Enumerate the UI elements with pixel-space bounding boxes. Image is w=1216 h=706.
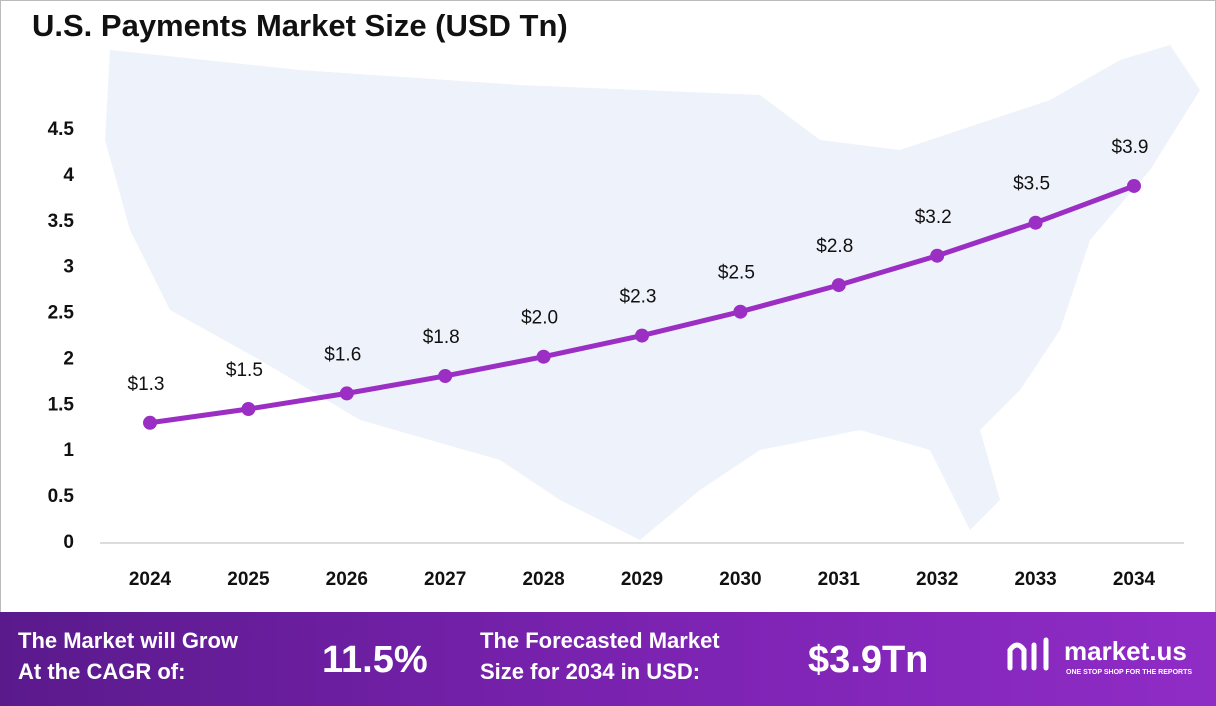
- brand-logo: [1007, 637, 1049, 671]
- y-tick-label: 4.5: [48, 119, 75, 140]
- point: [831, 278, 846, 293]
- x-tick-label: 2034: [1113, 569, 1156, 590]
- value-label: $1.5: [226, 360, 263, 381]
- cagr-value: 11.5%: [322, 639, 428, 681]
- value-label: $3.2: [915, 207, 952, 228]
- x-tick-label: 2029: [621, 569, 663, 590]
- value-label: $1.3: [128, 374, 165, 395]
- y-tick-label: 2.5: [48, 303, 75, 324]
- point: [143, 415, 157, 430]
- forecast-text: Size for 2034 in USD:: [480, 659, 700, 684]
- brand-name: market.us: [1064, 636, 1187, 666]
- point: [339, 386, 354, 401]
- x-tick-label: 2032: [916, 569, 958, 590]
- point: [930, 248, 945, 263]
- point: [1028, 215, 1043, 230]
- y-tick-label: 1: [63, 440, 74, 461]
- x-tick-label: 2027: [424, 569, 466, 590]
- x-tick-label: 2030: [719, 569, 761, 590]
- value-label: $2.3: [620, 287, 657, 308]
- y-tick-label: 2: [63, 348, 74, 369]
- x-tick-label: 2025: [227, 569, 270, 590]
- y-tick-label: 0: [63, 532, 74, 553]
- value-label: $2.8: [816, 236, 853, 257]
- background-map: [105, 45, 1200, 540]
- point: [1127, 178, 1141, 193]
- value-label: $3.9: [1112, 137, 1149, 158]
- x-tick-label: 2028: [522, 569, 564, 590]
- forecast-value: $3.9Tn: [808, 639, 928, 681]
- cagr-text: At the CAGR of:: [18, 659, 185, 684]
- forecast-text: The Forecasted Market: [480, 628, 720, 653]
- value-label: $1.6: [324, 344, 361, 365]
- x-tick-label: 2031: [818, 569, 861, 590]
- value-label: $3.5: [1013, 174, 1050, 195]
- x-tick-label: 2024: [129, 569, 172, 590]
- footer-band: [0, 612, 1216, 706]
- chart-title: U.S. Payments Market Size (USD Tn): [32, 8, 568, 43]
- point: [733, 304, 748, 319]
- y-tick-label: 0.5: [48, 486, 75, 507]
- y-tick-label: 1.5: [48, 394, 75, 415]
- y-tick-label: 3: [63, 257, 74, 278]
- point: [241, 402, 256, 417]
- x-tick-label: 2033: [1014, 569, 1056, 590]
- cagr-text: The Market will Grow: [18, 628, 239, 653]
- point: [635, 328, 649, 343]
- point: [536, 349, 551, 364]
- y-tick-label: 4: [63, 165, 74, 186]
- y-tick-label: 3.5: [48, 211, 75, 232]
- point: [438, 368, 453, 383]
- x-tick-label: 2026: [326, 569, 368, 590]
- brand-tagline: ONE STOP SHOP FOR THE REPORTS: [1066, 669, 1192, 676]
- value-label: $2.5: [718, 263, 755, 284]
- value-label: $1.8: [423, 327, 460, 348]
- value-label: $2.0: [521, 308, 558, 329]
